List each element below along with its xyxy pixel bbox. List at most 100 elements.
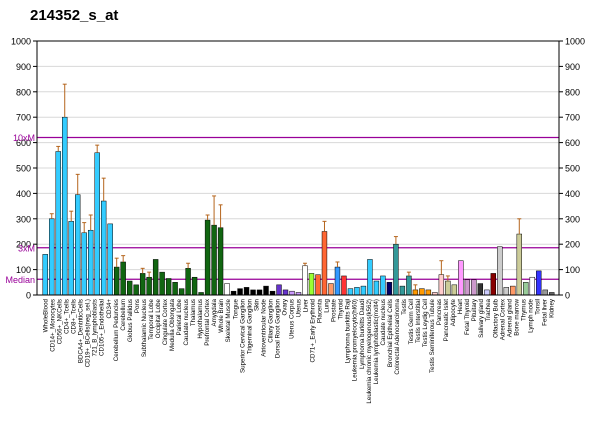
x-tick-label: Lymph node — [527, 298, 534, 332]
bar — [373, 280, 380, 296]
x-tick-label: Fetal liver — [541, 299, 548, 326]
bar — [68, 221, 74, 296]
reference-line-labels: 10xM 3xM Median — [5, 133, 35, 285]
bar — [471, 279, 477, 296]
bar — [328, 283, 334, 296]
x-tick-label: Lung — [324, 298, 331, 312]
y-tick-label-left: 400 — [16, 189, 31, 199]
y-tick-label-left: 800 — [16, 87, 31, 97]
bar — [224, 283, 230, 296]
bar — [451, 284, 458, 296]
y-tick-label-right: 200 — [565, 240, 580, 250]
bar — [386, 282, 393, 296]
x-tick-label: Leukemia lymphoblastic(molt4) — [373, 299, 380, 384]
bar — [243, 287, 250, 296]
bar — [250, 289, 256, 296]
x-tick-label: Adipocyte — [450, 298, 457, 326]
x-tick-label: Subthalamic Nucleus — [141, 299, 148, 357]
bar — [334, 266, 341, 296]
bar — [185, 268, 191, 296]
bar — [308, 273, 315, 296]
x-tick-label: Cerebellum Peduncles — [113, 299, 120, 361]
bar — [419, 288, 425, 296]
x-tick-label: Leukemia promyelocytic(hl60) — [352, 299, 359, 381]
bar — [263, 285, 269, 296]
bar — [438, 274, 445, 296]
x-tick-label: Cerebellum — [120, 299, 127, 331]
reference-line-label: Median — [5, 275, 35, 285]
bar — [380, 275, 386, 296]
bar — [289, 290, 295, 296]
bar — [510, 285, 516, 296]
bar — [503, 287, 509, 296]
x-tick-label: Caudate nucleus — [380, 299, 387, 345]
y-tick-label-left: 1000 — [11, 37, 31, 47]
x-tick-label: Salivary gland — [478, 298, 485, 337]
x-tick-label: Hypothalamus — [197, 299, 204, 339]
x-tick-label: CD8+_Tcells — [71, 299, 78, 334]
bar — [75, 194, 81, 296]
y-tick-label-right: 400 — [565, 189, 580, 199]
bar — [256, 289, 263, 296]
bar — [393, 243, 399, 296]
x-tick-label: Lymphoma burkitts Raji — [345, 299, 352, 363]
x-tick-label: Medulla Oblongata — [169, 298, 176, 350]
x-tick-label: Dorsal Root Ganglion — [274, 298, 281, 358]
x-tick-label: 721_B_lymphoblasts — [92, 299, 99, 356]
bar — [178, 288, 185, 296]
error-bars — [49, 83, 522, 290]
y-axis-right: 0 100 200 300 400 500 600 700 800 900 1000 — [559, 37, 585, 301]
x-tick-label: Tonsil — [534, 299, 541, 315]
x-tick-label: Superior Cervical Ganglion — [239, 298, 246, 373]
bar — [165, 278, 172, 296]
bar — [133, 284, 139, 296]
bar — [146, 276, 152, 296]
x-tick-label: CD19+_BCells(neg_sel.) — [85, 299, 92, 367]
x-tick-label: Prostate — [331, 298, 338, 322]
bar — [276, 284, 282, 296]
bar — [62, 116, 68, 296]
x-tick-label: Pons — [134, 299, 141, 313]
bar — [360, 285, 367, 296]
bar — [445, 280, 451, 296]
x-tick-label: Tongue — [232, 298, 239, 319]
bar — [126, 280, 133, 296]
bar — [302, 265, 308, 296]
bar — [367, 259, 373, 296]
bar — [94, 152, 100, 296]
y-tick-label-left: 700 — [16, 113, 31, 123]
x-tick-label: WholeBlood — [43, 298, 50, 332]
x-tick-label: Ovary — [281, 298, 288, 315]
bar — [484, 289, 490, 296]
reference-line-label: 3xM — [18, 243, 35, 253]
bar — [529, 276, 535, 296]
x-tick-label: Colorectal Adenocarcinoma — [394, 298, 401, 374]
x-tick-label: Testis Leydig Cell — [422, 299, 429, 347]
y-tick-label-right: 1000 — [565, 37, 585, 47]
x-tick-label: Fetal Thyroid — [464, 298, 471, 335]
bar — [412, 289, 419, 296]
bar — [107, 223, 113, 296]
bar — [113, 266, 120, 296]
x-tick-label: Liver — [303, 299, 310, 312]
bar — [341, 275, 347, 296]
bar — [49, 218, 55, 296]
x-tick-label: Bronchial Epithelial Cells — [387, 299, 394, 367]
bar — [81, 232, 87, 296]
bar — [204, 219, 211, 296]
x-tick-label: Testis — [401, 299, 408, 315]
x-tick-label: Adrenal Cortex — [499, 298, 506, 340]
x-tick-label: Pituitary — [471, 298, 478, 321]
x-tick-label: Amygdala — [211, 298, 218, 326]
bar — [120, 261, 126, 296]
bar — [315, 274, 321, 296]
y-tick-label-left: 500 — [16, 164, 31, 174]
bar — [237, 288, 243, 296]
bar — [321, 231, 328, 296]
y-tick-label-left: 600 — [16, 138, 31, 148]
bar — [159, 271, 165, 296]
bar — [406, 275, 412, 296]
y-tick-label-left: 200 — [16, 240, 31, 250]
bar — [282, 289, 289, 296]
bar — [152, 259, 159, 296]
